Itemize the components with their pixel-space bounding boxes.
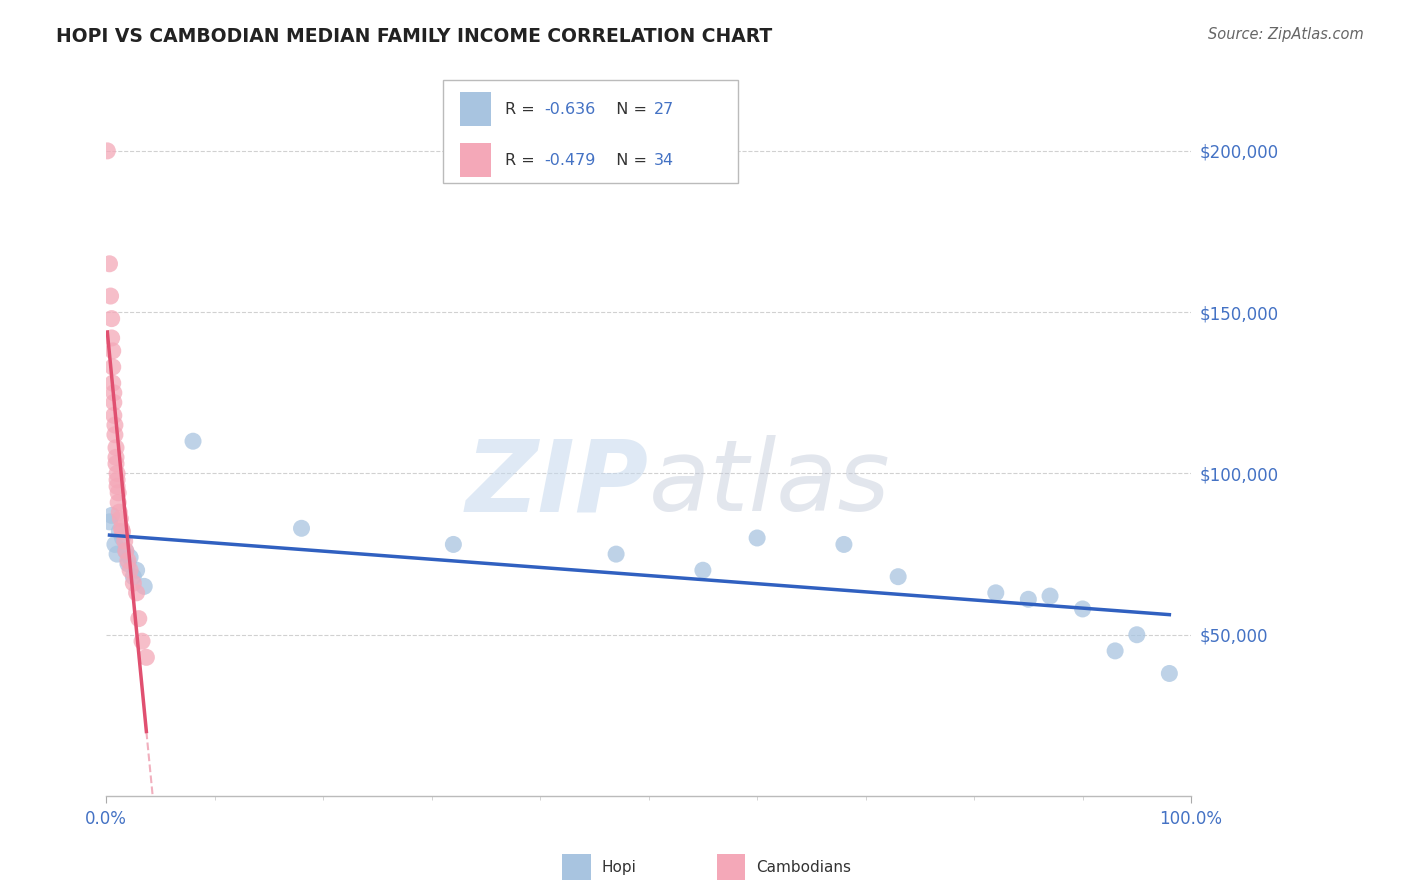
- Point: [122, 576, 145, 591]
- Point: [605, 547, 627, 561]
- Point: [135, 650, 157, 665]
- Point: [105, 479, 128, 493]
- Point: [1126, 628, 1149, 642]
- Text: atlas: atlas: [648, 435, 890, 533]
- Point: [98, 515, 121, 529]
- Point: [105, 441, 128, 455]
- Text: HOPI VS CAMBODIAN MEDIAN FAMILY INCOME CORRELATION CHART: HOPI VS CAMBODIAN MEDIAN FAMILY INCOME C…: [56, 27, 772, 45]
- Point: [120, 550, 142, 565]
- Point: [100, 331, 122, 345]
- Point: [105, 450, 128, 465]
- Point: [984, 586, 1007, 600]
- Point: [101, 343, 124, 358]
- Point: [104, 427, 127, 442]
- Point: [122, 570, 145, 584]
- Point: [120, 563, 142, 577]
- Point: [128, 612, 150, 626]
- Point: [103, 385, 125, 400]
- Text: R =: R =: [505, 153, 540, 168]
- Point: [107, 495, 129, 509]
- Point: [96, 144, 118, 158]
- Point: [104, 418, 127, 433]
- Point: [692, 563, 714, 577]
- Point: [110, 521, 132, 535]
- Point: [131, 634, 153, 648]
- Point: [108, 505, 131, 519]
- Point: [101, 376, 124, 391]
- Text: Source: ZipAtlas.com: Source: ZipAtlas.com: [1208, 27, 1364, 42]
- Point: [104, 537, 127, 551]
- Point: [125, 586, 148, 600]
- Point: [105, 467, 128, 481]
- Point: [103, 409, 125, 423]
- Point: [1017, 592, 1039, 607]
- Point: [114, 534, 136, 549]
- Point: [105, 547, 128, 561]
- Point: [101, 359, 124, 374]
- Point: [111, 524, 134, 539]
- Text: R =: R =: [505, 102, 540, 117]
- Point: [111, 531, 134, 545]
- Text: N =: N =: [606, 153, 652, 168]
- Point: [114, 544, 136, 558]
- Text: -0.636: -0.636: [544, 102, 595, 117]
- Text: -0.479: -0.479: [544, 153, 596, 168]
- Point: [107, 485, 129, 500]
- Point: [98, 257, 121, 271]
- Point: [105, 473, 128, 487]
- Point: [1071, 602, 1094, 616]
- Text: N =: N =: [606, 102, 652, 117]
- Point: [108, 524, 131, 539]
- Text: 27: 27: [654, 102, 673, 117]
- Text: Cambodians: Cambodians: [756, 860, 852, 874]
- Point: [110, 511, 132, 525]
- Point: [290, 521, 312, 535]
- Point: [100, 508, 122, 523]
- Point: [441, 537, 464, 551]
- Point: [1104, 644, 1126, 658]
- Y-axis label: Median Family Income: Median Family Income: [0, 356, 7, 526]
- Point: [105, 457, 128, 471]
- Text: 34: 34: [654, 153, 673, 168]
- Point: [117, 553, 139, 567]
- Point: [1159, 666, 1181, 681]
- Point: [134, 579, 156, 593]
- Text: ZIP: ZIP: [465, 435, 648, 533]
- Point: [747, 531, 769, 545]
- Point: [832, 537, 855, 551]
- Point: [100, 289, 122, 303]
- Point: [125, 563, 148, 577]
- Point: [103, 395, 125, 409]
- Point: [117, 557, 139, 571]
- Point: [100, 311, 122, 326]
- Point: [1039, 589, 1062, 603]
- Point: [114, 544, 136, 558]
- Point: [181, 434, 204, 449]
- Text: Hopi: Hopi: [602, 860, 637, 874]
- Point: [887, 570, 910, 584]
